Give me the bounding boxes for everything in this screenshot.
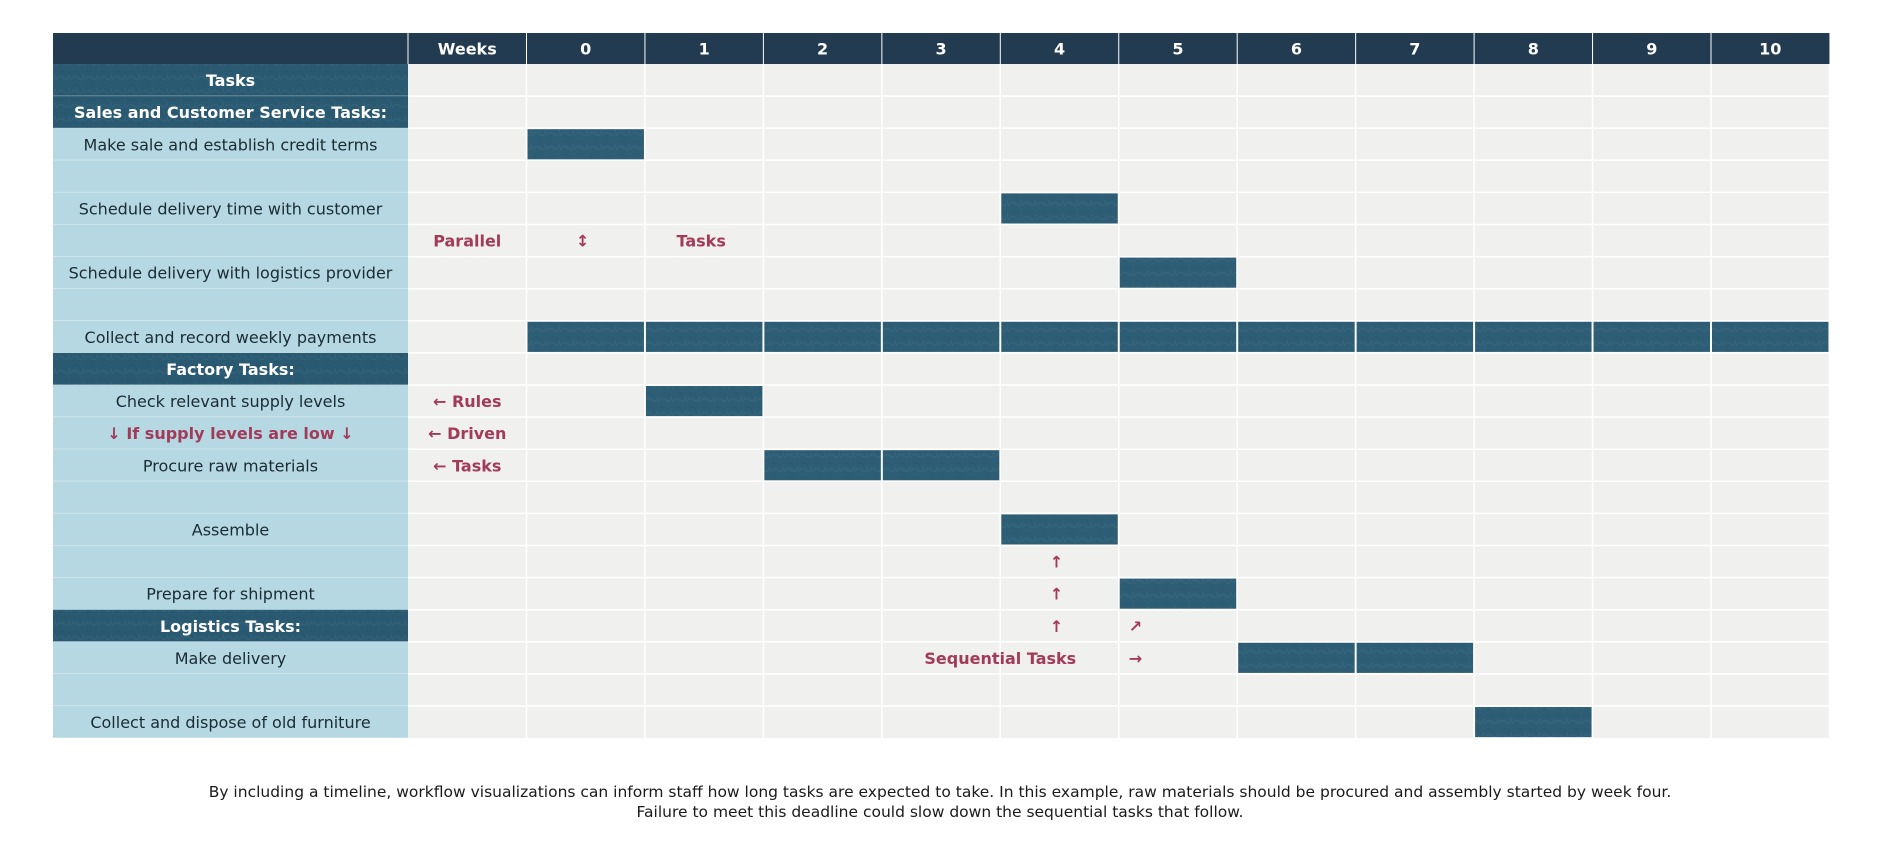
- task-label: Assemble: [192, 520, 270, 539]
- week-header-7: 7: [1409, 40, 1420, 59]
- annotation-arrow: →: [1129, 649, 1142, 668]
- task-label-cell: [53, 513, 408, 546]
- annotation-label: Sequential Tasks: [924, 649, 1076, 668]
- task-label: Schedule delivery with logistics provide…: [69, 264, 393, 283]
- week-header-0: 0: [580, 40, 591, 59]
- task-bar-texture: [1001, 193, 1118, 224]
- annotation-label: ← Tasks: [433, 456, 501, 475]
- task-label-column: Tasks Sales and Customer Service Tasks: Ma…: [53, 64, 408, 739]
- week-header-3: 3: [936, 40, 947, 59]
- task-bar-texture: [527, 129, 644, 160]
- week-header-5: 5: [1172, 40, 1183, 59]
- week-header-8: 8: [1528, 40, 1539, 59]
- task-label-cell: [53, 256, 408, 289]
- task-bar-texture: [1119, 321, 1237, 352]
- section-heading-label: Logistics Tasks:: [160, 617, 301, 636]
- task-label: Collect and dispose of old furniture: [90, 713, 370, 732]
- task-label-cell: [53, 641, 408, 674]
- annotations: Parallel ↕ Tasks ← Rules ← Driven ← Tasks ↑ ↑ ↑ ↗…: [428, 232, 1142, 668]
- task-label-cell: [53, 449, 408, 482]
- annotation-label: Parallel: [433, 232, 501, 251]
- task-bar-texture: [1356, 642, 1474, 673]
- task-label-cell: [53, 128, 408, 161]
- task-label-cell: [53, 288, 408, 321]
- task-label-cell: [53, 577, 408, 610]
- annotation-label: ← Driven: [428, 424, 506, 443]
- task-label-cell: [53, 481, 408, 514]
- task-label-cell: [53, 706, 408, 739]
- heading-texture: [53, 352, 408, 385]
- task-bar-texture: [1356, 321, 1474, 352]
- task-label: Collect and record weekly payments: [85, 328, 377, 347]
- task-bar-texture: [1001, 514, 1118, 545]
- week-header-1: 1: [699, 40, 710, 59]
- task-label: Schedule delivery time with customer: [79, 199, 383, 218]
- annotation-arrow: ↑: [1050, 617, 1063, 636]
- section-heading-label: Factory Tasks:: [166, 360, 295, 379]
- task-label: Make delivery: [175, 649, 286, 668]
- task-bar-texture: [1238, 321, 1355, 352]
- task-bar-texture: [645, 386, 763, 417]
- heading-texture: [53, 609, 408, 642]
- week-header-10: 10: [1759, 40, 1781, 59]
- task-label-cell: [53, 320, 408, 353]
- annotation-label: Tasks: [677, 232, 726, 251]
- caption-line-1: By including a timeline, workflow visual…: [208, 783, 1672, 801]
- task-label-cell: [53, 224, 408, 257]
- task-label-cell: [53, 385, 408, 418]
- task-bar-texture: [882, 450, 1000, 481]
- annotation-label: ← Rules: [433, 392, 502, 411]
- annotation-arrow: ↗: [1129, 617, 1142, 636]
- week-header-4: 4: [1054, 40, 1065, 59]
- week-header-6: 6: [1291, 40, 1302, 59]
- chart-caption: By including a timeline, workflow visual…: [0, 782, 1880, 822]
- task-label-cell: [53, 417, 408, 450]
- task-bar-texture: [1593, 321, 1710, 352]
- heading-texture: [53, 64, 408, 97]
- task-label-cell: [53, 192, 408, 225]
- task-label-cell: [53, 160, 408, 193]
- task-label: Make sale and establish credit terms: [84, 135, 378, 154]
- header-background: [53, 33, 1830, 64]
- task-bar-texture: [645, 321, 763, 352]
- condition-note-label: ↓ If supply levels are low ↓: [107, 424, 353, 443]
- task-bar-texture: [882, 321, 1000, 352]
- weeks-header-row: Weeks 0 1 2 3 4 5 6 7 8 9 10: [53, 33, 1830, 64]
- task-bar-texture: [1119, 257, 1237, 288]
- task-bar-texture: [1712, 321, 1829, 352]
- weeks-header-label: Weeks: [438, 40, 497, 59]
- annotation-arrow: ↑: [1050, 553, 1063, 572]
- task-bar-texture: [1475, 707, 1592, 738]
- task-bar-texture: [764, 321, 881, 352]
- section-heading-label: Tasks: [206, 71, 255, 90]
- task-label: Prepare for shipment: [146, 585, 315, 604]
- task-bar-texture: [1238, 642, 1355, 673]
- section-heading-label: Sales and Customer Service Tasks:: [74, 103, 387, 122]
- week-header-9: 9: [1646, 40, 1657, 59]
- task-bar-texture: [1475, 321, 1592, 352]
- caption-line-2: Failure to meet this deadline could slow…: [636, 803, 1244, 821]
- task-label-cell: [53, 673, 408, 706]
- timeline-grid: [408, 64, 1831, 739]
- week-header-2: 2: [817, 40, 828, 59]
- task-bars: [527, 129, 1829, 738]
- task-bar-texture: [1001, 321, 1118, 352]
- task-bar-texture: [1119, 578, 1237, 609]
- task-label: Check relevant supply levels: [116, 392, 346, 411]
- annotation-arrow: ↑: [1050, 585, 1063, 604]
- heading-texture: [53, 96, 408, 129]
- task-label: Procure raw materials: [143, 456, 318, 475]
- task-bar-texture: [527, 321, 644, 352]
- task-label-cell: [53, 545, 408, 578]
- task-bar-texture: [764, 450, 881, 481]
- annotation-arrow: ↕: [576, 232, 589, 251]
